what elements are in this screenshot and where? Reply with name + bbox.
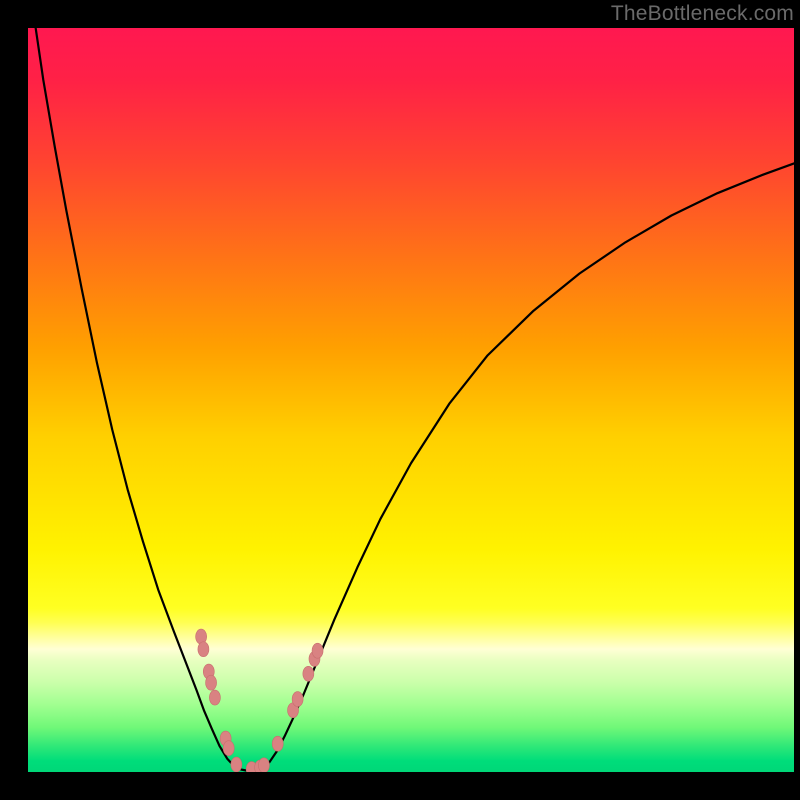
data-marker — [231, 757, 242, 772]
data-marker — [258, 758, 269, 772]
data-marker — [206, 675, 217, 690]
data-marker — [303, 666, 314, 681]
plot-area — [28, 28, 794, 772]
data-marker — [272, 736, 283, 751]
frame-left — [0, 0, 28, 800]
data-marker — [209, 690, 220, 705]
frame-right — [794, 0, 800, 800]
data-marker — [292, 692, 303, 707]
watermark-text: TheBottleneck.com — [611, 2, 794, 26]
data-marker — [198, 642, 209, 657]
markers-layer — [28, 28, 794, 772]
data-marker — [223, 741, 234, 756]
frame-bottom — [0, 772, 800, 800]
data-marker — [312, 643, 323, 658]
